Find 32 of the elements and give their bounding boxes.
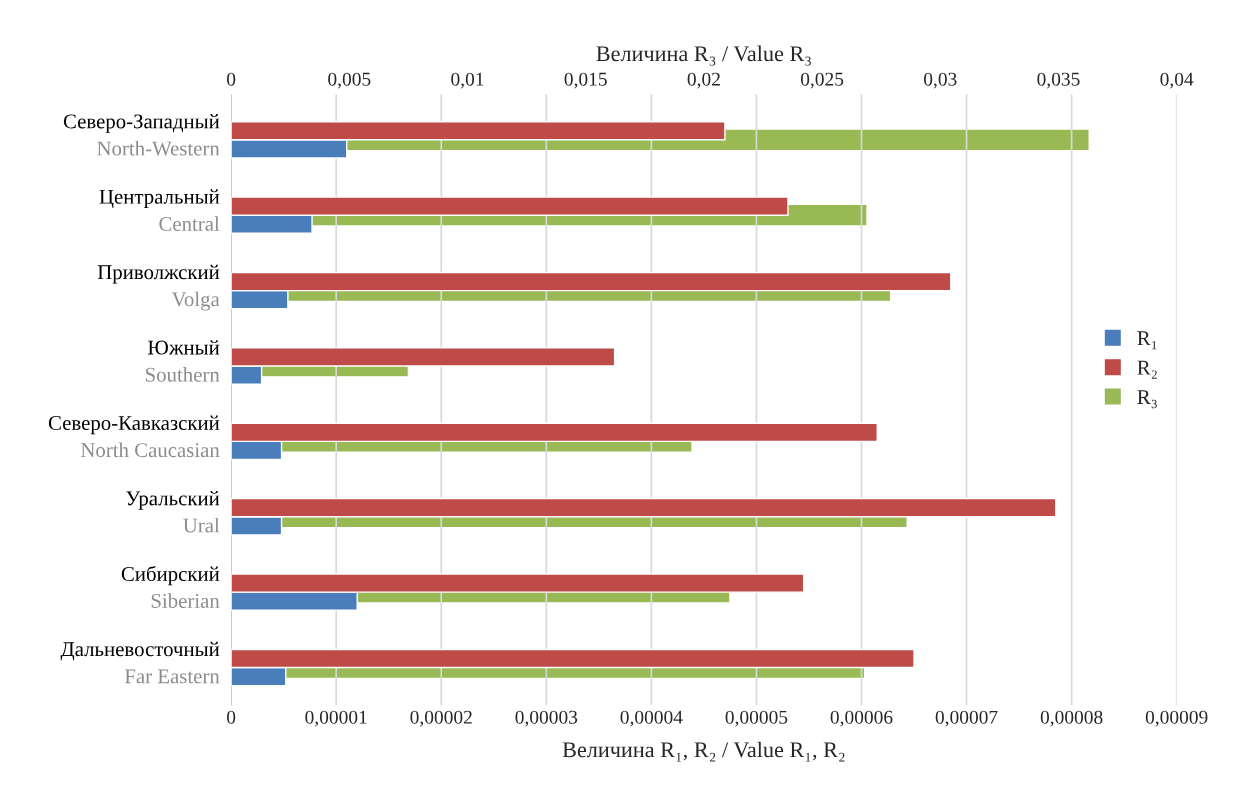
x-tick-label: 0,00007 (935, 710, 998, 727)
x2-tick-label: 0,04 (1160, 72, 1194, 89)
y-tick-label: Приволжский Volga (97, 264, 220, 311)
x2-tick-label: 0,005 (328, 72, 371, 89)
x2-tick-label: 0,015 (564, 72, 607, 89)
y-tick-label: Северо-Западный North-Western (63, 113, 220, 156)
y-tick-label: Дальневосточный Far Eastern (60, 641, 220, 684)
legend-label: R₁ (1137, 331, 1157, 350)
x-tick-label: 0,00008 (1040, 710, 1103, 727)
y-tick-label: Северо-Кавказский North Caucasian (48, 415, 220, 458)
x-tick-label: 0,00003 (515, 710, 578, 727)
x2-tick-label: 0,02 (687, 72, 720, 89)
x2-tick-label: 0,03 (924, 72, 957, 89)
x2-tick-label: 0,025 (800, 72, 844, 89)
x2-tick-label: 0,035 (1037, 72, 1080, 89)
x-axis-title: Величина R₁, R₂ / Value R₁, R₂ (562, 741, 845, 762)
x-tick-label: 0,00006 (830, 710, 893, 727)
y-tick-label: Центральный Central (99, 189, 220, 231)
x2-tick-label: 0,01 (451, 72, 484, 89)
legend-label: R₃ (1137, 390, 1157, 409)
x2-axis-title: Величина R₃ / Value R₃ (596, 45, 811, 66)
x-tick-label: 0 (227, 710, 236, 724)
x2-tick-label: 0 (227, 72, 236, 86)
x-tick-label: 0,00002 (410, 710, 472, 727)
x-tick-label: 0,00004 (620, 710, 683, 727)
y-tick-label: Сибирский Siberian (121, 565, 220, 608)
x-tick-label: 0,00001 (305, 710, 367, 727)
x-tick-label: 0,00009 (1145, 710, 1208, 727)
x-tick-label: 0,00005 (725, 710, 788, 727)
y-tick-label: Уральский Ural (126, 490, 220, 533)
y-tick-label: Южный Southern (145, 340, 220, 382)
legend-label: R₂ (1137, 360, 1157, 379)
